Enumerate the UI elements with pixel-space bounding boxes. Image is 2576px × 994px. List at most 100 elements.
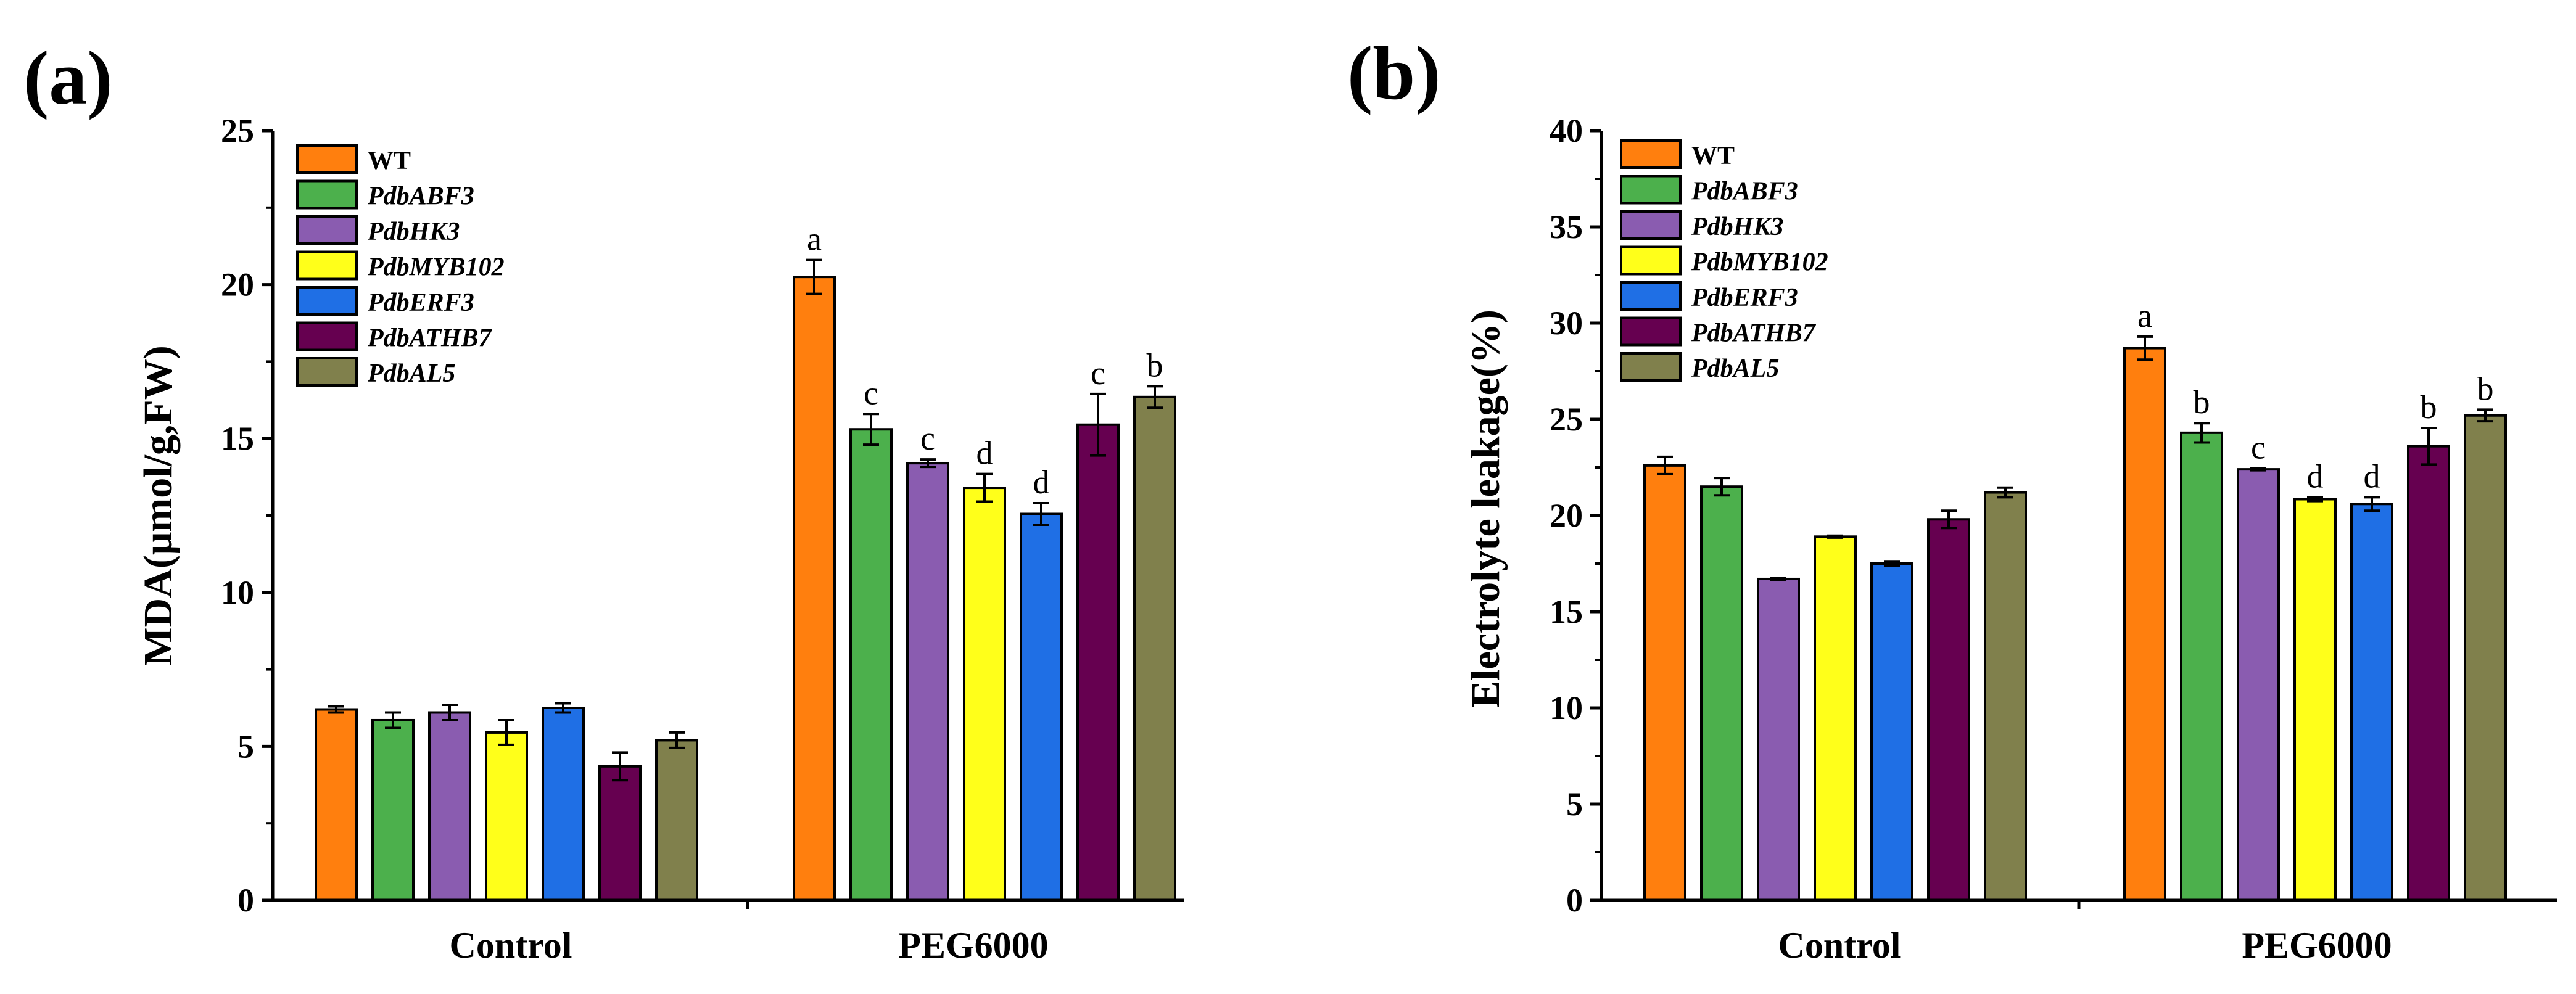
legend-label: PdbABF3 [367,183,474,211]
bar-pdberf3-control [542,707,585,902]
legend-swatch [1620,175,1682,205]
bar-wt-peg6000 [793,276,836,902]
significance-letter: b [2477,370,2494,407]
bar-pdbabf3-control [371,718,415,902]
bar-pdbal5-control [655,739,698,902]
legend-label: PdbAL5 [367,359,455,388]
significance-letter: a [2137,297,2152,334]
legend-swatch [296,286,358,316]
y-tick-label: 30 [1550,305,1583,342]
legend-label: PdbMYB102 [1691,248,1828,277]
legend-label: PdbATHB7 [367,324,493,353]
bar-pdbhk3-control [1757,577,1800,902]
panel-b-y-axis-title: Electrolyte leakage(%) [1463,310,1508,708]
panel-b-category-peg6000: PEG6000 [2242,925,2392,966]
y-tick-label: 0 [237,882,254,919]
y-tick-label: 5 [237,728,254,765]
legend-swatch [296,250,358,281]
panel-b-label: (b) [1347,31,1441,115]
panel-a: (a) MDA(μmol/g,FW) 0 5 10 15 20 25 a c c d d c b Co… [23,36,1184,966]
bar-pdbal5-control [1984,491,2027,902]
legend-swatch [296,179,358,210]
panel-b-legend: WT PdbABF3 PdbHK3 PdbMYB102 PdbERF3 PdbATHB7 P… [1620,139,1828,383]
bar-pdbabf3-peg6000 [2180,431,2223,902]
legend-label: WT [1691,142,1735,170]
legend-label: PdbERF3 [367,289,474,317]
bar-pdbhk3-peg6000 [906,462,949,902]
legend-swatch [1620,281,1682,311]
significance-letter: d [2307,458,2324,495]
panel-b-significance-labels: a b c d d b b [2137,297,2493,495]
legend-label: WT [368,147,411,175]
y-tick-label: 20 [1550,497,1583,534]
bar-pdberf3-control [1870,562,1913,902]
legend-swatch [1620,139,1682,169]
bar-wt-control [315,708,358,902]
legend-label: PdbHK3 [367,218,460,246]
significance-letter: d [2364,458,2380,495]
legend-swatch [1620,245,1682,276]
legend-swatch [1620,316,1682,347]
panel-b: (b) Electrolyte leakage(%) 0 5 10 15 20 25 30 3… [1347,31,2557,966]
legend-label: PdbMYB102 [367,253,505,282]
panel-a-legend: WT PdbABF3 PdbHK3 PdbMYB102 PdbERF3 PdbATHB7 P… [296,144,505,388]
panel-a-category-peg6000: PEG6000 [898,925,1048,966]
legend-label: PdbERF3 [1691,284,1798,312]
panel-a-significance-labels: a c c d d c b [807,221,1163,501]
y-tick-label: 35 [1550,208,1583,245]
bar-pdbathb7-control [598,765,642,902]
bar-pdbhk3-peg6000 [2237,468,2280,902]
y-tick-label: 0 [1566,882,1583,919]
y-tick-label: 15 [221,420,254,457]
legend-swatch [1620,352,1682,382]
panel-b-bars [1643,335,2507,902]
legend-label: PdbABF3 [1691,178,1798,206]
significance-letter: b [2421,388,2437,425]
y-tick-label: 5 [1566,786,1583,823]
bar-pdbal5-peg6000 [2464,414,2507,902]
y-tick-label: 25 [221,112,254,149]
bar-pdbathb7-peg6000 [2407,445,2450,902]
significance-letter: a [807,221,822,258]
panel-a-category-control: Control [450,925,572,966]
y-tick-label: 10 [221,574,254,611]
bar-pdbabf3-control [1700,485,1743,902]
legend-swatch [296,357,358,387]
bar-wt-peg6000 [2123,347,2166,902]
significance-letter: c [2251,429,2266,466]
significance-letter: d [976,435,993,472]
y-tick-label: 40 [1550,112,1583,149]
panel-a-y-ticks: 0 5 10 15 20 25 [221,112,273,919]
panel-a-y-axis-title: MDA(μmol/g,FW) [136,345,181,665]
bar-pdbabf3-peg6000 [849,428,893,902]
bar-pdbmyb102-peg6000 [2293,498,2337,902]
panel-a-bars [315,258,1176,902]
y-tick-label: 20 [221,266,254,303]
significance-letter: d [1033,464,1050,501]
panel-a-label: (a) [23,36,113,120]
bar-pdbmyb102-control [485,731,528,902]
y-tick-label: 10 [1550,689,1583,726]
bar-pdbhk3-control [428,711,471,902]
y-tick-label: 25 [1550,401,1583,438]
bar-pdbathb7-peg6000 [1076,423,1120,902]
legend-label: PdbAL5 [1691,355,1779,383]
significance-letter: c [920,420,935,457]
panel-b-y-ticks: 0 5 10 15 20 25 30 35 40 [1550,112,1601,919]
significance-letter: b [2194,384,2210,421]
bar-pdbmyb102-control [1814,535,1857,902]
panel-b-category-control: Control [1778,925,1901,966]
bar-pdbal5-peg6000 [1133,395,1176,902]
significance-letter: b [1147,347,1163,384]
legend-swatch [1620,210,1682,240]
legend-swatch [296,144,358,174]
significance-letter: c [864,374,878,411]
legend-swatch [296,321,358,351]
bar-wt-control [1643,464,1686,902]
bar-pdberf3-peg6000 [2350,503,2393,902]
legend-swatch [296,215,358,245]
legend-label: PdbATHB7 [1691,319,1817,348]
bar-pdberf3-peg6000 [1020,512,1063,902]
bar-pdbathb7-control [1927,518,1970,902]
